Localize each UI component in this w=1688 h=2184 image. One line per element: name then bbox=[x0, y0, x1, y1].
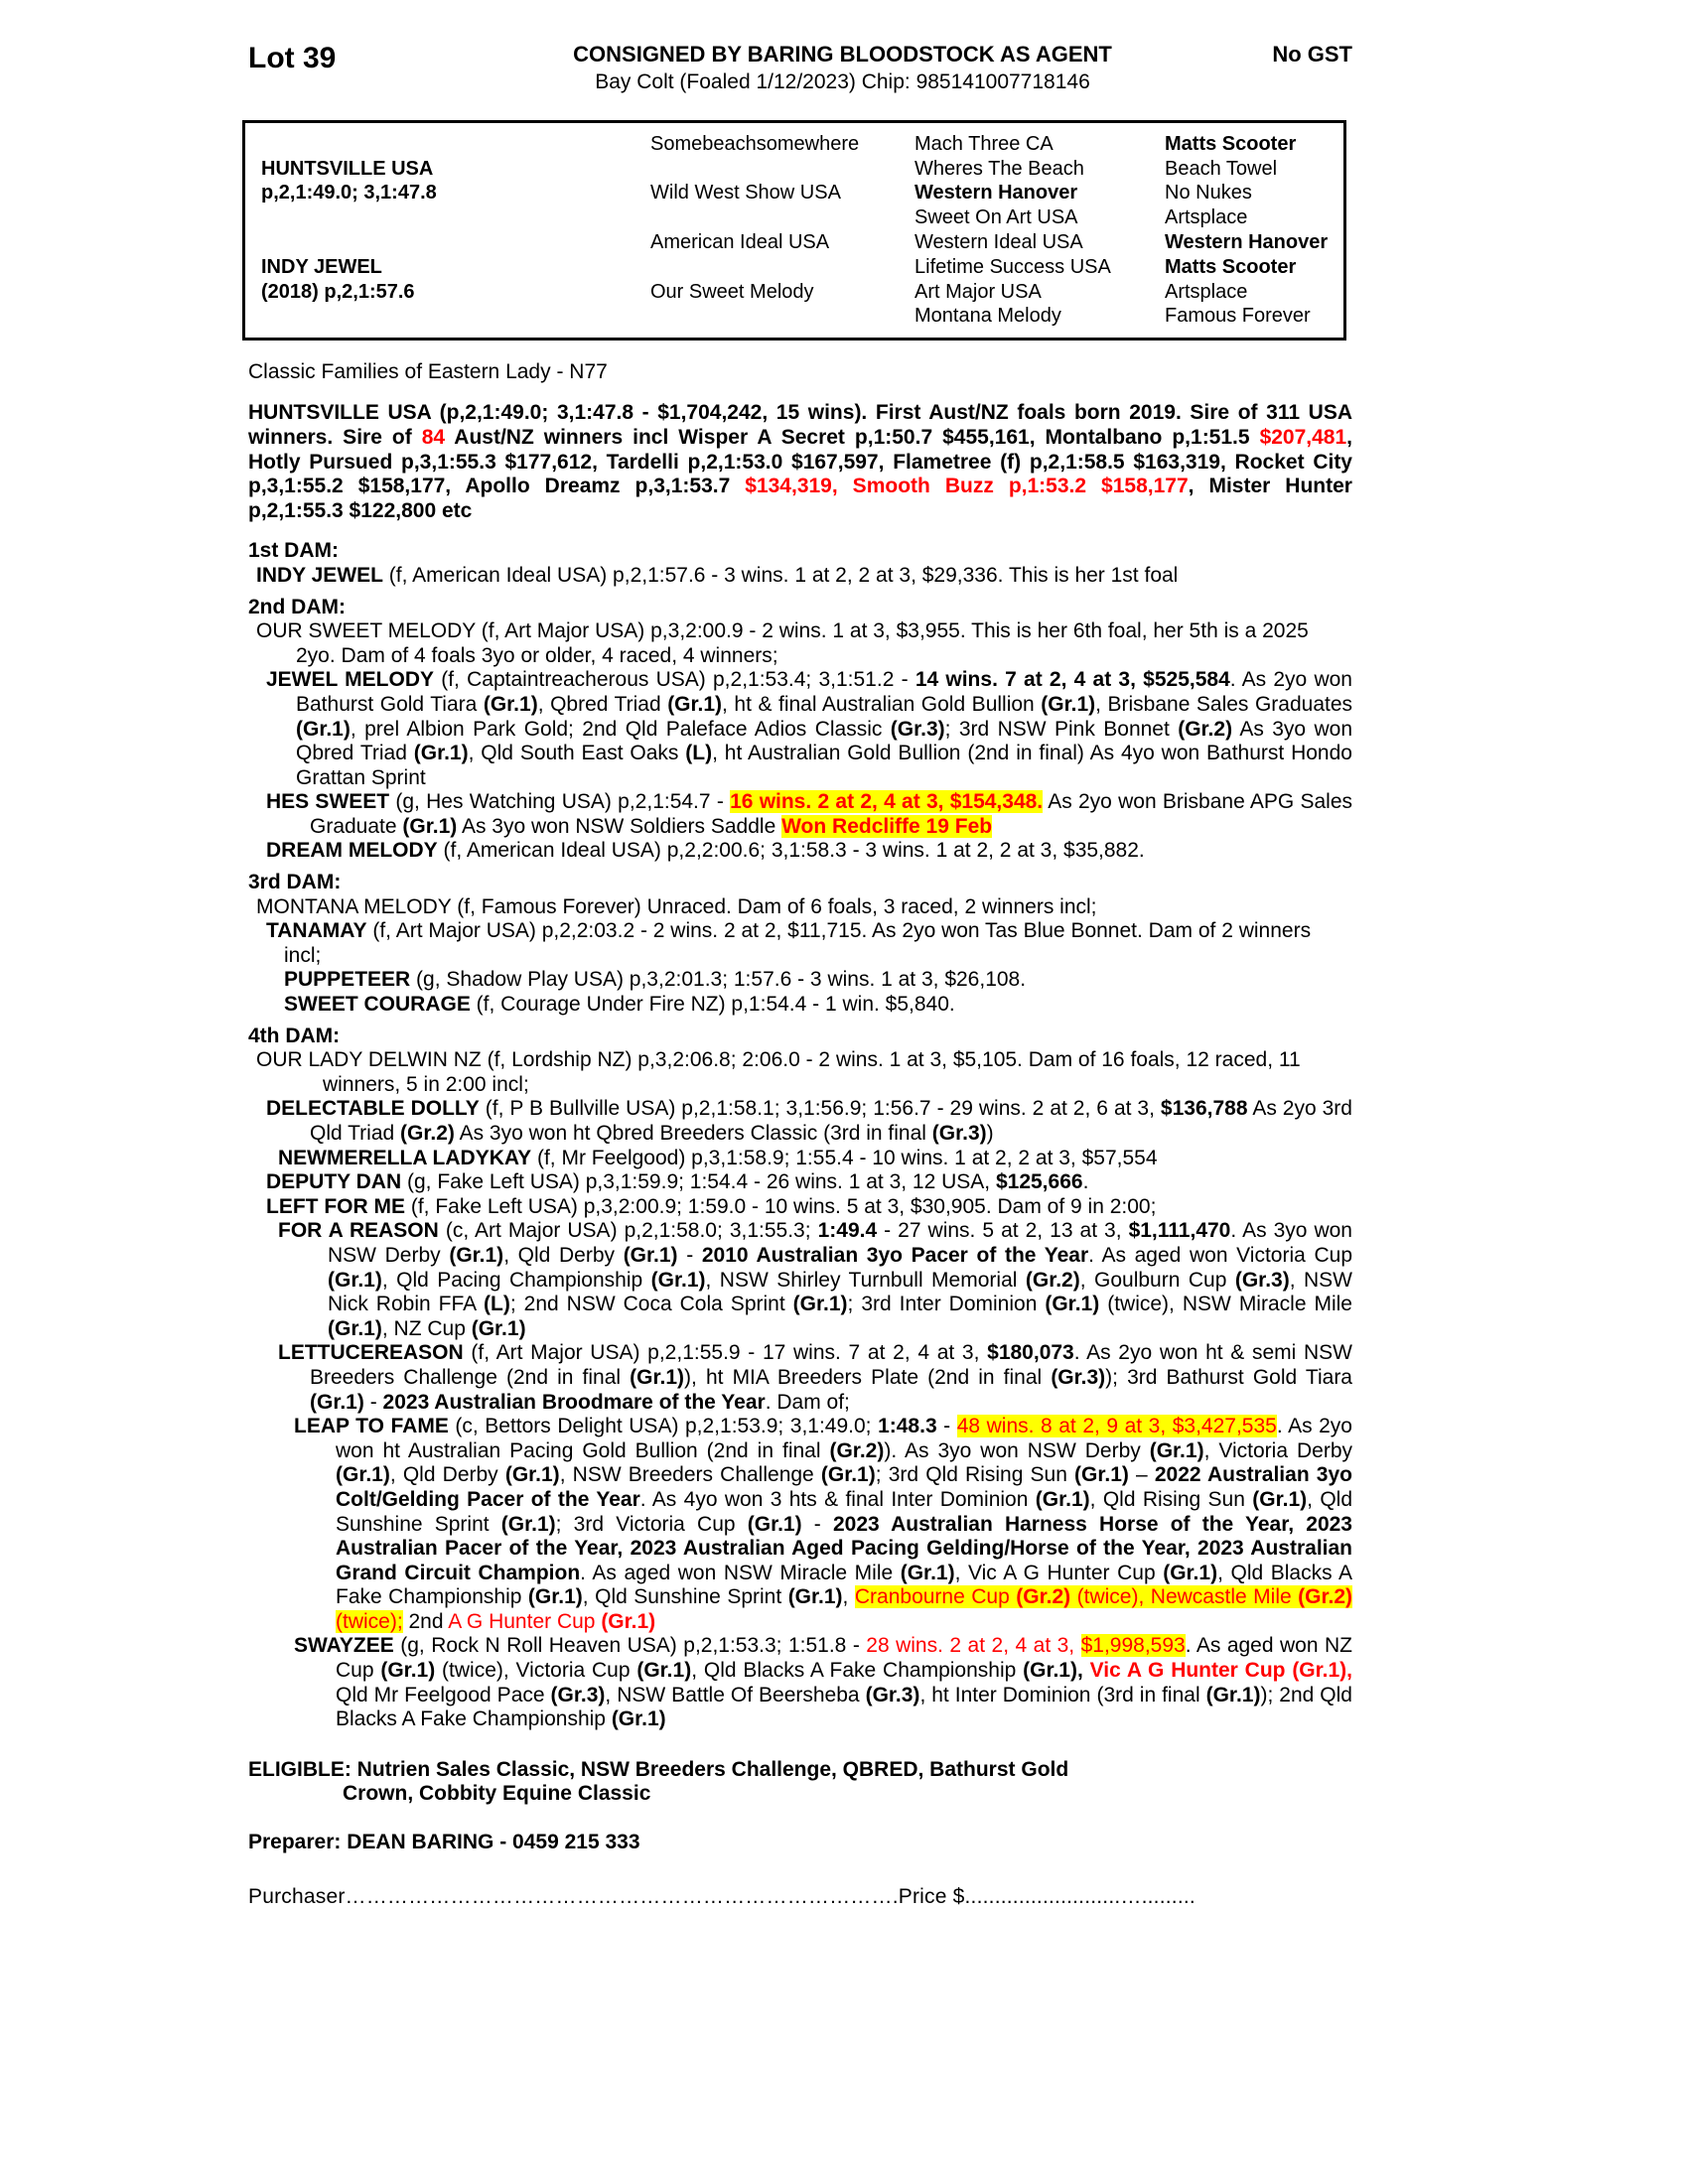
pedigree-gen4-0: Matts Scooter bbox=[1165, 132, 1297, 155]
second-dam-heading: 2nd DAM: bbox=[248, 595, 346, 618]
pedigree-gen3-3: Sweet On Art USA bbox=[914, 206, 1078, 229]
pedigree-dam-record: (2018) p,2,1:57.6 bbox=[261, 280, 415, 303]
for-a-reason-para: FOR A REASON (c, Art Major USA) p,2,1:58… bbox=[278, 1219, 1353, 1340]
pedigree-sire-name: HUNTSVILLE USA bbox=[261, 157, 434, 180]
pedigree-gen3-6: Art Major USA bbox=[914, 280, 1042, 303]
gst-note: No GST bbox=[1272, 42, 1352, 67]
newmerella-ladykay-para: NEWMERELLA LADYKAY (f, Mr Feelgood) p,3,… bbox=[278, 1146, 1158, 1169]
hes-sweet-para: HES SWEET (g, Hes Watching USA) p,2,1:54… bbox=[266, 790, 1352, 838]
left-for-me-para: LEFT FOR ME (f, Fake Left USA) p,3,2:00.… bbox=[266, 1194, 1157, 1218]
delectable-dolly-para: DELECTABLE DOLLY (f, P B Bullville USA) … bbox=[266, 1097, 1352, 1145]
pedigree-gen3-2: Western Hanover bbox=[914, 182, 1078, 205]
family-line: Classic Families of Eastern Lady - N77 bbox=[248, 360, 608, 384]
huntsville-summary: HUNTSVILLE USA (p,2,1:49.0; 3,1:47.8 - $… bbox=[248, 401, 1352, 522]
pedigree-gen4-3: Artsplace bbox=[1165, 206, 1248, 229]
catalogue-body: HUNTSVILLE USA (p,2,1:49.0; 3,1:47.8 - $… bbox=[248, 401, 1352, 1909]
first-dam-heading: 1st DAM: bbox=[248, 539, 340, 563]
third-dam-heading: 3rd DAM: bbox=[248, 871, 342, 894]
pedigree-gen3-4: Western Ideal USA bbox=[914, 231, 1083, 254]
swayzee-para: SWAYZEE (g, Rock N Roll Heaven USA) p,2,… bbox=[294, 1634, 1353, 1731]
our-sweet-melody-para: OUR SWEET MELODY (f, Art Major USA) p,3,… bbox=[256, 619, 1309, 667]
catalogue-page: Lot 39 CONSIGNED BY BARING BLOODSTOCK AS… bbox=[242, 42, 1352, 1909]
eligible-line: ELIGIBLE: Nutrien Sales Classic, NSW Bre… bbox=[248, 1757, 1069, 1806]
pedigree-dam-name: INDY JEWEL bbox=[261, 255, 382, 278]
pedigree-sire-record: p,2,1:49.0; 3,1:47.8 bbox=[261, 182, 437, 205]
pedigree-gen4-2: No Nukes bbox=[1165, 182, 1252, 205]
our-lady-delwin-para: OUR LADY DELWIN NZ (f, Lordship NZ) p,3,… bbox=[256, 1048, 1301, 1096]
fourth-dam-heading: 4th DAM: bbox=[248, 1024, 341, 1047]
pedigree-gen4-4: Western Hanover bbox=[1165, 231, 1329, 254]
foaling-line: Bay Colt (Foaled 1/12/2023) Chip: 985141… bbox=[595, 70, 1090, 93]
pedigree-table: HUNTSVILLE USA p,2,1:49.0; 3,1:47.8 INDY J… bbox=[242, 120, 1346, 341]
pedigree-gen2-0: Somebeachsomewhere bbox=[650, 132, 860, 155]
leap-to-fame-para: LEAP TO FAME (c, Bettors Delight USA) p,… bbox=[294, 1415, 1353, 1633]
header-center: CONSIGNED BY BARING BLOODSTOCK AS AGENT … bbox=[462, 42, 1223, 94]
pedigree-gen3-5: Lifetime Success USA bbox=[914, 255, 1111, 278]
indy-jewel-para: INDY JEWEL (f, American Ideal USA) p,2,1… bbox=[256, 563, 1179, 587]
puppeteer-para: PUPPETEER (g, Shadow Play USA) p,3,2:01.… bbox=[284, 968, 1027, 992]
pedigree-gen4-6: Artsplace bbox=[1165, 280, 1248, 303]
lettucereason-para: LETTUCEREASON (f, Art Major USA) p,2,1:5… bbox=[278, 1341, 1353, 1414]
jewel-melody-para: JEWEL MELODY (f, Captaintreacherous USA)… bbox=[266, 668, 1353, 789]
pedigree-gen3-1: Wheres The Beach bbox=[914, 157, 1084, 180]
pedigree-gen3-0: Mach Three CA bbox=[914, 132, 1054, 155]
consignor-line: CONSIGNED BY BARING BLOODSTOCK AS AGENT bbox=[573, 42, 1112, 67]
pedigree-gen4-1: Beach Towel bbox=[1165, 157, 1278, 180]
sweet-courage-para: SWEET COURAGE (f, Courage Under Fire NZ)… bbox=[284, 993, 955, 1017]
purchaser-line: Purchaser…………………………………………………………………….Pric… bbox=[248, 1884, 1196, 1908]
dream-melody-para: DREAM MELODY (f, American Ideal USA) p,2… bbox=[266, 839, 1145, 863]
pedigree-gen3-7: Montana Melody bbox=[914, 305, 1061, 328]
page-header: Lot 39 CONSIGNED BY BARING BLOODSTOCK AS… bbox=[248, 42, 1352, 94]
pedigree-gen2-1: Wild West Show USA bbox=[650, 182, 841, 205]
pedigree-gen4-5: Matts Scooter bbox=[1165, 255, 1297, 278]
montana-melody-para: MONTANA MELODY (f, Famous Forever) Unrac… bbox=[256, 894, 1097, 918]
pedigree-gen2-2: American Ideal USA bbox=[650, 231, 830, 254]
pedigree-gen4-7: Famous Forever bbox=[1165, 305, 1311, 328]
tanamay-para: TANAMAY (f, Art Major USA) p,2,2:03.2 - … bbox=[266, 919, 1312, 967]
pedigree-gen2-3: Our Sweet Melody bbox=[650, 280, 814, 303]
preparer-line: Preparer: DEAN BARING - 0459 215 333 bbox=[248, 1831, 640, 1854]
deputy-dan-para: DEPUTY DAN (g, Fake Left USA) p,3,1:59.9… bbox=[266, 1170, 1089, 1194]
lot-number: Lot 39 bbox=[248, 42, 337, 74]
